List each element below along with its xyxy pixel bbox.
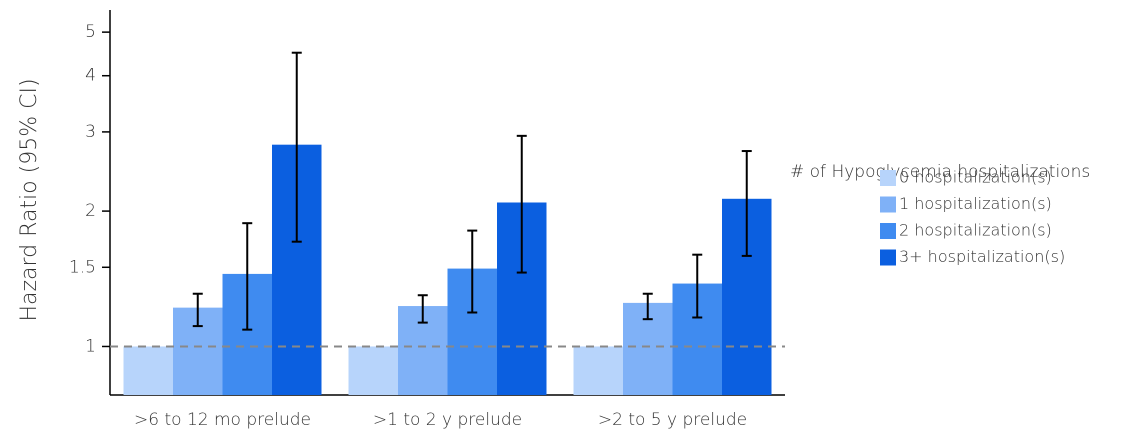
error-bar — [192, 292, 203, 328]
y-axis-label: Hazard Ratio (95% CI) — [17, 78, 42, 321]
error-bar — [741, 150, 752, 257]
error-bar — [516, 134, 527, 274]
y-tick-label: 2 — [85, 201, 96, 221]
bar — [123, 346, 173, 395]
legend-swatch — [880, 249, 896, 266]
y-tick-label: 3 — [85, 122, 96, 142]
x-tick-label: >1 to 2 y prelude — [373, 410, 522, 430]
bar — [573, 346, 623, 395]
y-tick-label: 1 — [85, 336, 96, 356]
error-bar — [417, 294, 428, 324]
bar — [348, 346, 398, 395]
error-bar — [642, 292, 653, 321]
error-bar — [692, 253, 703, 319]
legend-label: 0 hospitalization(s) — [899, 168, 1052, 187]
legend-swatch — [880, 223, 896, 239]
x-tick-label: >2 to 5 y prelude — [598, 410, 747, 430]
y-tick-label: 1.5 — [69, 257, 96, 277]
legend-label: 1 hospitalization(s) — [899, 194, 1052, 213]
legend-label: 2 hospitalization(s) — [899, 221, 1052, 240]
legend-swatch — [880, 170, 896, 186]
legend-swatch — [880, 196, 896, 213]
legend-title: # of Hypoglycemia hospitalizations — [790, 162, 1090, 182]
error-bar — [467, 229, 478, 314]
error-bar — [291, 51, 302, 243]
error-bar — [242, 222, 253, 331]
x-tick-label: >6 to 12 mo prelude — [134, 410, 311, 430]
legend-label: 3+ hospitalization(s) — [899, 247, 1065, 266]
y-tick-label: 4 — [85, 66, 96, 86]
y-tick-label: 5 — [85, 22, 96, 42]
